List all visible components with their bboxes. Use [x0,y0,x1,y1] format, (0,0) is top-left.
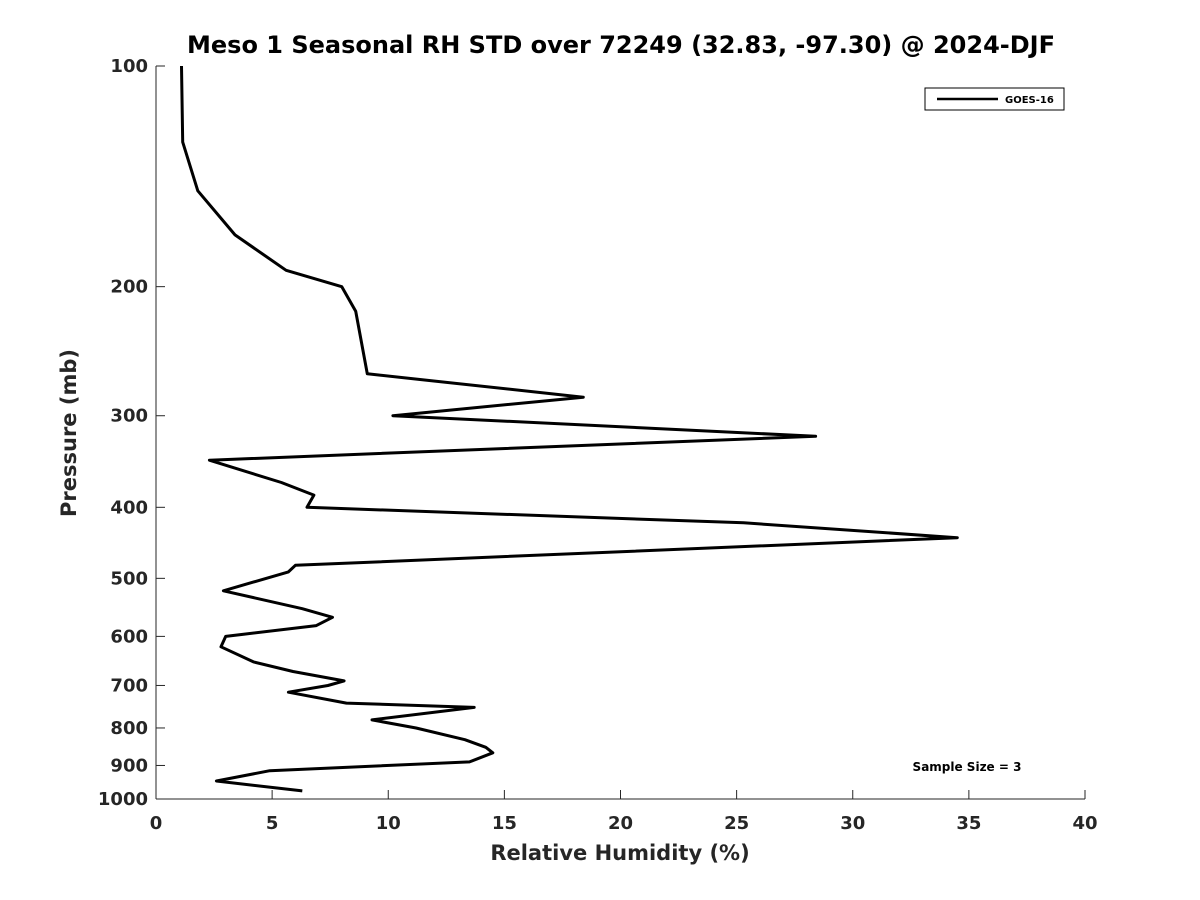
y-tick-label: 100 [110,56,148,77]
y-axis-label: Pressure (mb) [57,349,81,517]
legend: GOES-16 [924,87,1065,111]
y-tick-label: 800 [110,718,148,739]
series-layer [180,65,959,793]
sample-size-annotation: Sample Size = 3 [913,760,1022,774]
x-tick-label: 0 [150,813,163,834]
x-tick-label: 40 [1072,813,1097,834]
chart-title: Meso 1 Seasonal RH STD over 72249 (32.83… [187,31,1055,59]
y-axis-ticks: 100 200 300 400 500 600 700 800 900 1000 [98,56,165,810]
y-tick-label: 300 [110,406,148,427]
x-axis-label: Relative Humidity (%) [490,841,749,865]
y-tick-label: 500 [110,568,148,589]
series-line-goes-16 [180,65,959,793]
y-tick-label: 400 [110,497,148,518]
x-axis-ticks: 0 5 10 15 20 25 30 35 40 [150,790,1098,834]
y-tick-label: 900 [110,755,148,776]
x-tick-label: 10 [376,813,401,834]
y-tick-label: 700 [110,675,148,696]
x-tick-label: 5 [266,813,279,834]
legend-label-goes-16: GOES-16 [1005,95,1054,106]
x-tick-label: 25 [724,813,749,834]
x-tick-label: 30 [840,813,865,834]
axes-box [155,66,1085,800]
y-tick-label: 1000 [98,789,148,810]
x-tick-label: 35 [956,813,981,834]
x-tick-label: 15 [492,813,517,834]
y-tick-label: 200 [110,277,148,298]
y-tick-label: 600 [110,626,148,647]
x-tick-label: 20 [608,813,633,834]
